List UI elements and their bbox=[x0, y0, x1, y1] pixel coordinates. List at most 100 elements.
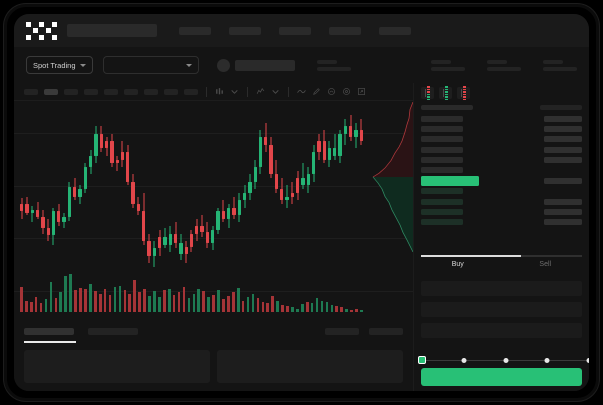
orderbook-ask-row[interactable] bbox=[421, 136, 582, 143]
orders-panel-left bbox=[24, 350, 210, 383]
timeframe-button-8[interactable] bbox=[164, 88, 178, 95]
orderbook-mode-asks-only-icon[interactable] bbox=[457, 86, 470, 100]
volume-bar bbox=[241, 300, 245, 312]
orderbook-bid-row[interactable] bbox=[421, 198, 582, 205]
timeframe-button-5[interactable] bbox=[104, 88, 118, 95]
volume-bar bbox=[143, 288, 146, 312]
orderbook-progress bbox=[421, 255, 582, 257]
divider bbox=[206, 86, 207, 97]
order-field-3[interactable] bbox=[421, 323, 582, 338]
orders-panel-right bbox=[217, 350, 403, 383]
volume-bar bbox=[202, 291, 206, 312]
fullscreen-icon[interactable] bbox=[357, 87, 366, 96]
volume-bar bbox=[355, 308, 358, 312]
stat-change bbox=[431, 59, 465, 71]
search-input[interactable] bbox=[67, 24, 157, 37]
orderbook-trade-column: Buy Sell bbox=[413, 83, 589, 391]
orders-action-2[interactable] bbox=[369, 328, 403, 335]
nav-item-5[interactable] bbox=[379, 26, 411, 35]
orderbook-bid-row[interactable] bbox=[421, 219, 582, 226]
orders-tab-2[interactable] bbox=[88, 328, 138, 335]
candle bbox=[211, 106, 215, 276]
settings-icon[interactable] bbox=[342, 87, 351, 96]
tab-buy[interactable]: Buy bbox=[451, 261, 464, 268]
candle bbox=[99, 106, 103, 276]
trading-mode-selector[interactable]: Spot Trading bbox=[26, 56, 93, 74]
candle bbox=[136, 106, 141, 276]
chevron-down-icon[interactable] bbox=[271, 87, 280, 96]
magnet-icon[interactable] bbox=[327, 87, 336, 96]
orderbook-price bbox=[421, 157, 463, 164]
chevron-down-icon[interactable] bbox=[230, 87, 239, 96]
timeframe-button-1[interactable] bbox=[24, 88, 38, 95]
candle bbox=[195, 106, 199, 276]
price-chart[interactable] bbox=[14, 102, 413, 322]
candle bbox=[285, 106, 289, 276]
candle bbox=[269, 106, 273, 276]
timeframe-button-3[interactable] bbox=[64, 88, 78, 95]
stats-right-group bbox=[409, 59, 577, 71]
orderbook-ask-row[interactable] bbox=[421, 125, 582, 132]
amount-slider[interactable] bbox=[418, 356, 589, 365]
candle bbox=[232, 106, 236, 276]
candlestick-series bbox=[20, 106, 365, 276]
nav-item-3[interactable] bbox=[279, 26, 311, 35]
orderbook-ask-row[interactable] bbox=[421, 115, 582, 122]
submit-order-button[interactable] bbox=[421, 368, 582, 386]
orderbook-amount bbox=[544, 177, 582, 184]
orderbook-mode-both-icon[interactable] bbox=[421, 86, 434, 100]
timeframe-button-9[interactable] bbox=[184, 88, 198, 95]
line-tool-icon[interactable] bbox=[297, 87, 306, 96]
volume-bar bbox=[162, 290, 166, 312]
nav-item-1[interactable] bbox=[179, 26, 211, 35]
candle bbox=[359, 106, 363, 276]
pair-name bbox=[234, 59, 295, 71]
order-field-2[interactable] bbox=[421, 302, 582, 317]
pair-selector[interactable] bbox=[102, 56, 199, 74]
volume-bar bbox=[276, 300, 279, 312]
orderbook-ask-row[interactable] bbox=[421, 146, 582, 153]
depth-chart bbox=[369, 102, 413, 252]
tab-sell[interactable]: Sell bbox=[539, 261, 552, 268]
candle bbox=[110, 106, 114, 276]
orders-action-1[interactable] bbox=[325, 328, 359, 335]
orderbook-bid-row[interactable] bbox=[421, 188, 582, 195]
indicators-icon[interactable] bbox=[256, 87, 265, 96]
orderbook[interactable] bbox=[414, 103, 589, 251]
orders-tab-1[interactable] bbox=[24, 328, 76, 343]
trading-mode-label: Spot Trading bbox=[33, 60, 76, 70]
candle bbox=[274, 106, 279, 276]
nav-item-4[interactable] bbox=[329, 26, 361, 35]
orderbook-col-amount bbox=[540, 105, 582, 110]
orderbook-current-price[interactable] bbox=[421, 175, 582, 186]
candle bbox=[41, 106, 45, 276]
volume-bar bbox=[197, 288, 201, 312]
timeframe-button-4[interactable] bbox=[84, 88, 98, 95]
slider-stop-25[interactable] bbox=[461, 357, 467, 363]
slider-stop-75[interactable] bbox=[544, 357, 550, 363]
orderbook-ask-row[interactable] bbox=[421, 157, 582, 164]
slider-knob[interactable] bbox=[418, 356, 426, 364]
slider-stop-100[interactable] bbox=[586, 357, 589, 363]
orderbook-mode-bids-only-icon[interactable] bbox=[439, 86, 452, 100]
candle bbox=[57, 106, 61, 276]
trade-form bbox=[421, 281, 582, 357]
orderbook-amount bbox=[544, 198, 582, 205]
candle bbox=[163, 106, 167, 276]
okx-logo-icon[interactable] bbox=[26, 21, 57, 40]
pencil-icon[interactable] bbox=[312, 87, 321, 96]
chart-type-icon[interactable] bbox=[215, 87, 224, 96]
volume-bar bbox=[98, 293, 102, 312]
pair-stats-bar: Spot Trading bbox=[14, 47, 589, 83]
timeframe-button-2[interactable] bbox=[44, 88, 58, 95]
nav-item-2[interactable] bbox=[229, 26, 261, 35]
orderbook-bid-row[interactable] bbox=[421, 209, 582, 216]
timeframe-button-7[interactable] bbox=[144, 88, 158, 95]
volume-bar bbox=[49, 282, 53, 312]
timeframe-button-6[interactable] bbox=[124, 88, 138, 95]
orderbook-ask-row[interactable] bbox=[421, 167, 582, 174]
candle bbox=[338, 106, 342, 276]
slider-stop-50[interactable] bbox=[503, 357, 508, 363]
order-field-1[interactable] bbox=[421, 281, 582, 296]
volume-bar bbox=[177, 292, 181, 312]
